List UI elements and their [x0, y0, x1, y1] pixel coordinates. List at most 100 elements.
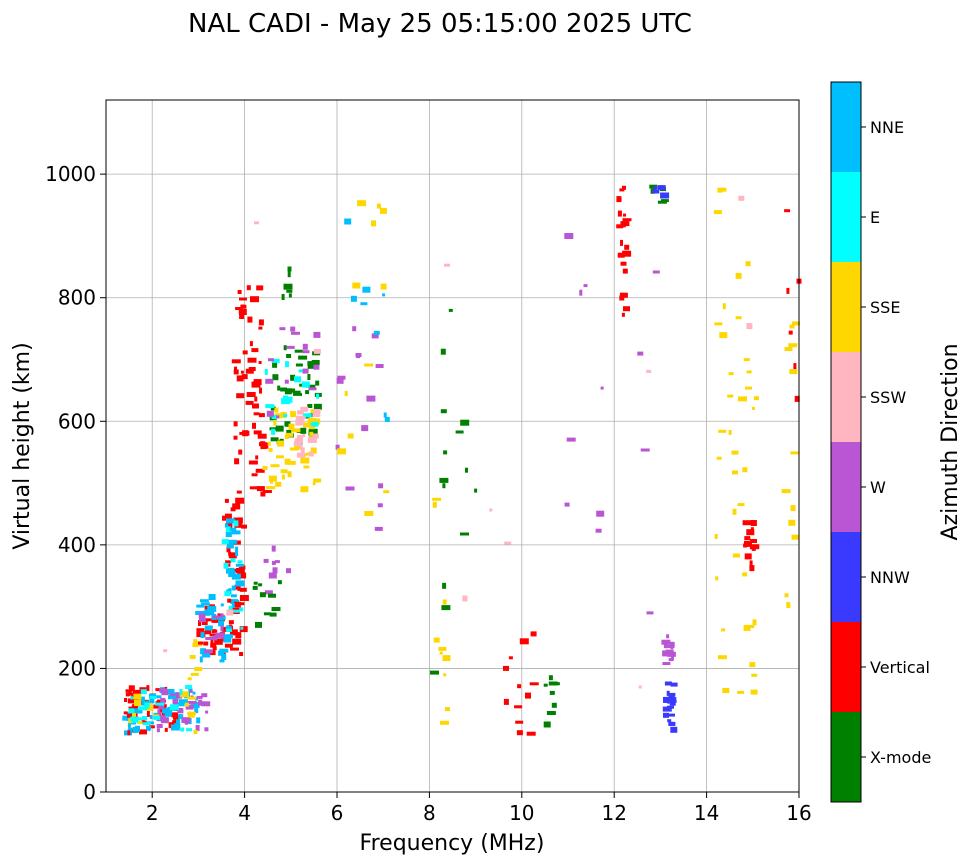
echo-point: [223, 562, 229, 569]
echo-point: [265, 378, 274, 384]
echo-point: [133, 708, 143, 714]
echo-point: [309, 425, 316, 430]
echo-point: [664, 681, 672, 686]
echo-point: [722, 303, 726, 310]
echo-point: [307, 362, 315, 369]
echo-point: [146, 711, 150, 717]
echo-point: [241, 524, 247, 529]
echo-point: [284, 388, 292, 395]
echo-point: [753, 396, 759, 401]
echo-point: [123, 711, 128, 715]
echo-point: [228, 620, 234, 625]
echo-point: [662, 706, 672, 712]
echo-point: [298, 369, 305, 373]
echo-point: [229, 599, 238, 603]
echo-point: [653, 186, 658, 190]
echo-point: [344, 218, 352, 225]
echo-point: [187, 711, 195, 718]
echo-point: [751, 673, 758, 677]
x-tick-label: 14: [694, 801, 719, 825]
echo-point: [380, 283, 387, 290]
echo-point: [313, 348, 321, 354]
echo-point: [727, 394, 734, 398]
echo-point: [226, 589, 230, 593]
echo-point: [196, 628, 205, 632]
echo-point: [212, 615, 220, 619]
echo-point: [258, 413, 265, 418]
echo-point: [746, 370, 752, 374]
echo-point: [193, 730, 198, 734]
echo-point: [228, 574, 238, 577]
echo-point: [239, 431, 248, 435]
echo-point: [148, 702, 152, 708]
echo-point: [508, 656, 513, 660]
echo-point: [301, 381, 310, 388]
echo-point: [122, 715, 128, 721]
echo-point: [715, 576, 719, 581]
echo-point: [749, 565, 755, 572]
y-axis-label: Virtual height (km): [10, 342, 35, 549]
echo-point: [291, 428, 301, 433]
echo-point: [246, 285, 251, 291]
echo-point: [718, 429, 727, 433]
echo-point: [313, 403, 322, 410]
echo-point: [375, 364, 384, 368]
echo-point: [383, 412, 387, 418]
echo-point: [198, 699, 203, 706]
echo-point: [273, 419, 277, 426]
y-tick-label: 0: [83, 780, 96, 804]
echo-point: [652, 189, 660, 194]
echo-point: [153, 712, 161, 716]
echo-point: [236, 393, 245, 399]
echo-point: [564, 502, 570, 507]
echo-point: [661, 193, 667, 199]
echo-point: [239, 297, 247, 301]
echo-point: [371, 333, 379, 339]
echo-point: [308, 428, 318, 434]
echo-point: [153, 715, 161, 720]
echo-point: [291, 331, 300, 335]
colorbar: X-mode Vertical NNW W SSW SSE E NNE: [830, 81, 931, 803]
echo-point: [209, 633, 219, 637]
echo-point: [233, 520, 239, 527]
echo-point: [376, 203, 381, 209]
echo-point: [302, 350, 310, 354]
echo-point: [235, 307, 244, 310]
echo-point: [268, 358, 274, 362]
echo-point: [432, 501, 437, 508]
echo-point: [275, 425, 284, 432]
echo-point: [144, 702, 150, 709]
echo-point: [442, 655, 451, 662]
echo-point: [622, 268, 628, 274]
echo-point: [307, 417, 316, 424]
echo-point: [155, 688, 161, 692]
echo-point: [714, 322, 723, 326]
echo-point: [352, 326, 357, 332]
echo-point: [236, 375, 244, 382]
echo-point: [142, 716, 148, 720]
echo-point: [668, 641, 675, 647]
echo-point: [224, 643, 233, 648]
echo-point: [226, 609, 234, 616]
echo-point: [268, 475, 277, 482]
echo-point: [264, 368, 268, 375]
echo-point: [164, 727, 168, 732]
echo-point: [231, 603, 235, 608]
echo-point: [253, 430, 262, 435]
echo-point: [260, 491, 266, 497]
echo-point: [439, 651, 443, 655]
echo-point: [749, 662, 756, 668]
echo-point: [430, 670, 439, 675]
echo-point: [234, 458, 240, 465]
echo-point: [732, 553, 740, 558]
colorbar-tick-label: X-mode: [870, 748, 931, 767]
echo-point: [744, 553, 752, 560]
echo-point: [271, 560, 276, 565]
echo-point: [746, 323, 753, 330]
echo-point: [279, 327, 286, 331]
echo-point: [671, 654, 674, 660]
echo-point: [145, 705, 154, 711]
echo-point: [233, 369, 239, 375]
echo-point: [717, 187, 727, 192]
echo-point: [293, 441, 302, 447]
